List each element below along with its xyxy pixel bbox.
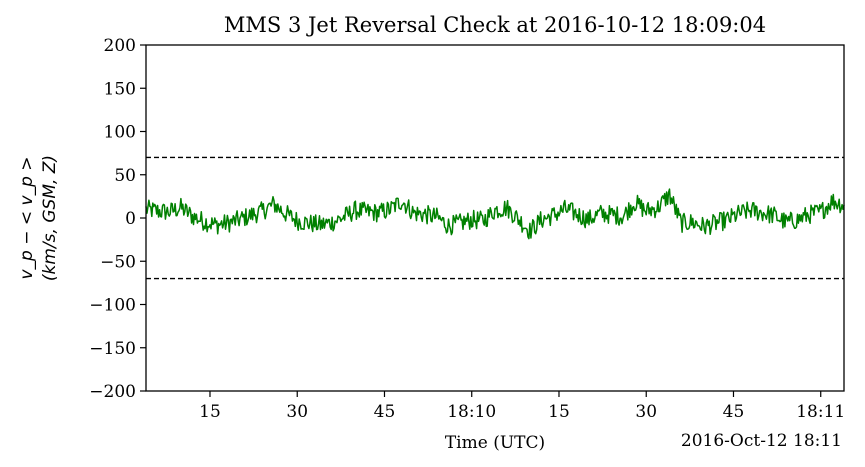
series-line xyxy=(145,188,845,240)
chart-title: MMS 3 Jet Reversal Check at 2016-10-12 1… xyxy=(224,13,766,37)
series-group xyxy=(145,188,845,240)
y-tick-label: −100 xyxy=(89,296,136,316)
x-tick-label: 15 xyxy=(548,402,570,422)
axis-ticks: −200 −150 −100 −50 0 50 100 150 200 15 30 45 18:10 15… xyxy=(89,36,845,422)
y-tick-label: 100 xyxy=(104,123,136,143)
y-tick-label: 200 xyxy=(104,36,136,56)
x-offset-label: 2016-Oct-12 18:11 xyxy=(681,431,842,451)
x-tick-label: 18:11 xyxy=(796,402,845,422)
y-tick-label: 50 xyxy=(114,166,136,186)
y-tick-label: 0 xyxy=(125,209,136,229)
y-axis-label-line2: (km/s, GSM, Z) xyxy=(40,155,60,281)
y-tick-label: −50 xyxy=(100,252,136,272)
y-tick-label: 150 xyxy=(104,79,136,99)
x-tick-label: 30 xyxy=(286,402,308,422)
y-tick-label: −150 xyxy=(89,339,136,359)
plot-background xyxy=(146,45,844,391)
x-tick-label: 30 xyxy=(635,402,657,422)
y-tick-label: −200 xyxy=(89,382,136,402)
x-tick-label: 18:10 xyxy=(447,402,496,422)
x-tick-label: 15 xyxy=(199,402,221,422)
x-tick-label: 45 xyxy=(374,402,396,422)
y-axis-label-line1: v_p − < v_p > xyxy=(17,156,37,279)
x-axis-label: Time (UTC) xyxy=(445,433,545,453)
x-tick-label: 45 xyxy=(723,402,745,422)
plot-frame xyxy=(145,44,845,392)
threshold-lines xyxy=(146,156,844,280)
